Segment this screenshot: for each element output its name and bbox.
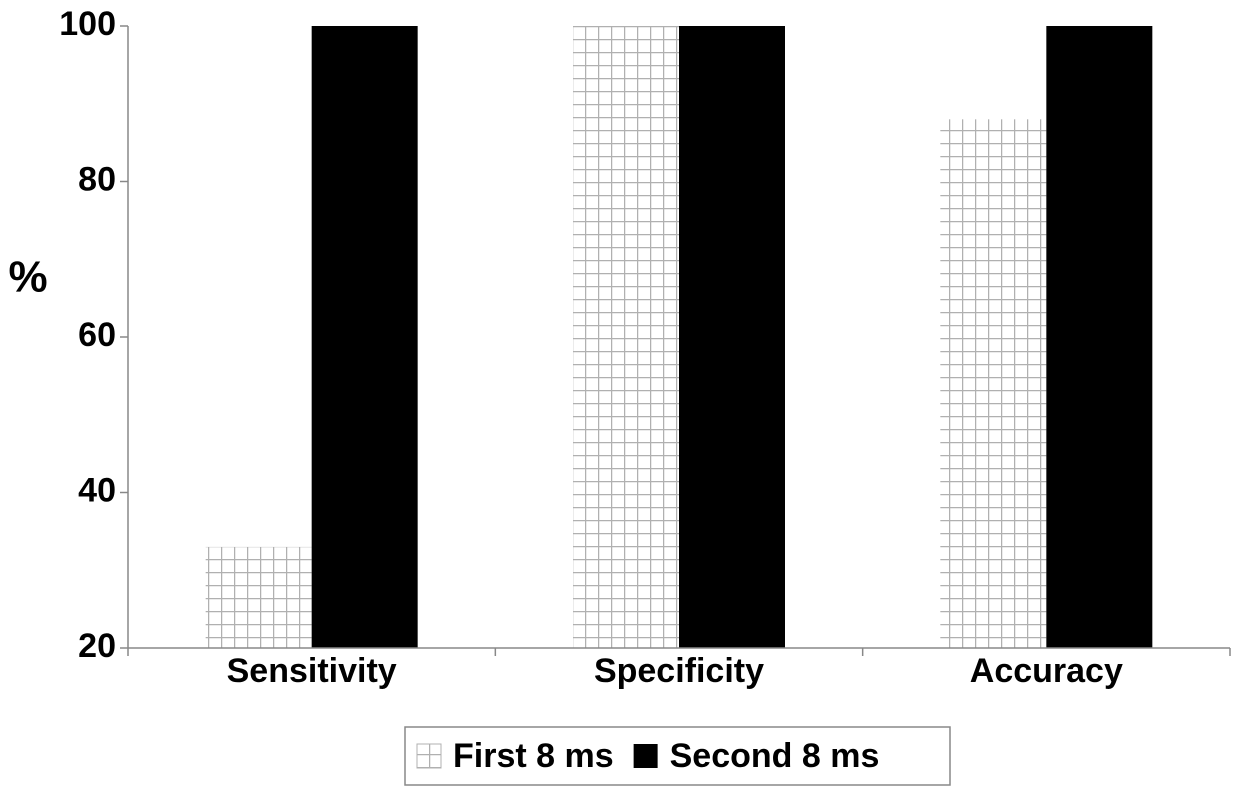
y-tick-label: 60 bbox=[78, 316, 116, 354]
y-axis-label: % bbox=[8, 253, 47, 302]
bar bbox=[205, 546, 312, 648]
x-tick-label: Sensitivity bbox=[227, 652, 397, 690]
y-tick-label: 100 bbox=[59, 5, 116, 43]
bar bbox=[940, 119, 1047, 649]
bar bbox=[1046, 26, 1153, 648]
legend-box bbox=[404, 726, 951, 786]
bar bbox=[679, 26, 785, 648]
y-tick-label: 40 bbox=[78, 471, 116, 509]
legend-label: Second 8 ms bbox=[670, 737, 880, 775]
bar bbox=[573, 26, 679, 648]
x-tick-label: Specificity bbox=[594, 652, 764, 690]
x-tick-label: Accuracy bbox=[970, 652, 1123, 690]
bar bbox=[311, 26, 418, 648]
legend-swatch bbox=[633, 744, 658, 768]
legend-label: First 8 ms bbox=[453, 737, 614, 775]
y-tick-label: 80 bbox=[78, 160, 116, 198]
y-tick-label: 20 bbox=[78, 627, 116, 665]
legend-swatch bbox=[416, 743, 442, 769]
